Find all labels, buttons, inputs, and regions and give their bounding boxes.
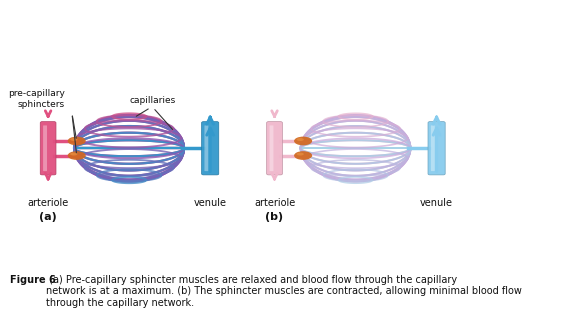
Ellipse shape bbox=[70, 138, 78, 141]
Text: (a): (a) bbox=[39, 212, 57, 222]
FancyBboxPatch shape bbox=[431, 125, 435, 171]
FancyBboxPatch shape bbox=[428, 122, 445, 175]
FancyBboxPatch shape bbox=[270, 125, 274, 171]
Text: Figure 6: Figure 6 bbox=[10, 275, 56, 285]
Text: (b): (b) bbox=[265, 212, 284, 222]
FancyBboxPatch shape bbox=[205, 125, 209, 171]
Ellipse shape bbox=[70, 153, 78, 155]
Text: (a) Pre-capillary sphincter muscles are relaxed and blood flow through the capil: (a) Pre-capillary sphincter muscles are … bbox=[46, 275, 522, 308]
Ellipse shape bbox=[297, 138, 304, 141]
Ellipse shape bbox=[297, 153, 304, 155]
FancyBboxPatch shape bbox=[202, 122, 219, 175]
Text: venule: venule bbox=[194, 198, 226, 208]
Text: arteriole: arteriole bbox=[254, 198, 295, 208]
FancyBboxPatch shape bbox=[43, 125, 47, 171]
Text: venule: venule bbox=[420, 198, 453, 208]
Text: arteriole: arteriole bbox=[28, 198, 69, 208]
Text: capillaries: capillaries bbox=[130, 96, 176, 106]
Ellipse shape bbox=[67, 137, 86, 145]
Ellipse shape bbox=[294, 151, 312, 160]
Ellipse shape bbox=[294, 137, 312, 145]
Ellipse shape bbox=[67, 151, 86, 160]
FancyBboxPatch shape bbox=[266, 122, 282, 175]
FancyBboxPatch shape bbox=[40, 122, 56, 175]
Text: pre-capillary
sphincters: pre-capillary sphincters bbox=[8, 89, 65, 109]
